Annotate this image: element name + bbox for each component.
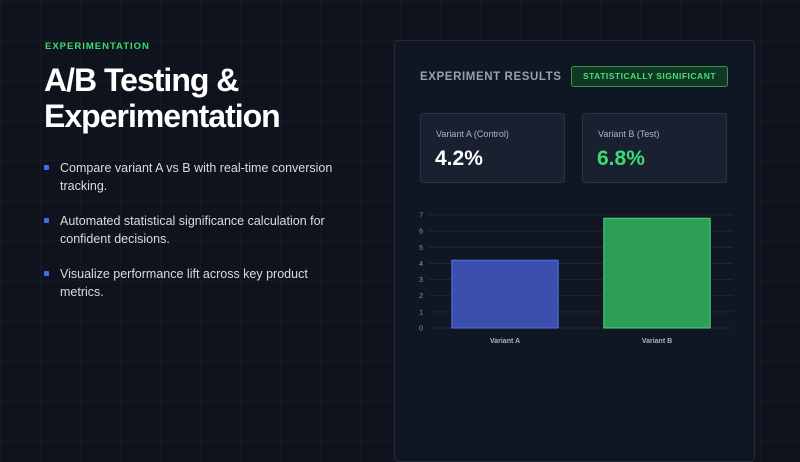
y-tick-label: 5 <box>419 245 423 252</box>
page-title: A/B Testing & Experimentation <box>44 62 364 134</box>
x-category-label: Variant B <box>642 338 672 345</box>
variant-b-label: Variant B (Test) <box>598 129 660 139</box>
eyebrow-label: EXPERIMENTATION <box>45 41 150 52</box>
feature-text: Compare variant A vs B with real-time co… <box>60 161 333 193</box>
y-tick-label: 6 <box>419 229 423 236</box>
title-line-1: A/B Testing & <box>44 62 239 98</box>
y-tick-label: 1 <box>419 309 423 316</box>
variant-a-label: Variant A (Control) <box>436 129 509 139</box>
variant-b-value: 6.8% <box>597 147 645 170</box>
experiment-results-panel: EXPERIMENT RESULTS STATISTICALLY SIGNIFI… <box>394 40 755 462</box>
feature-item: Visualize performance lift across key pr… <box>44 265 344 301</box>
bullet-square-icon <box>44 271 49 276</box>
bullet-square-icon <box>44 165 49 170</box>
y-tick-label: 4 <box>419 261 423 268</box>
x-category-label: Variant A <box>490 338 520 345</box>
feature-text: Visualize performance lift across key pr… <box>60 267 308 299</box>
variant-a-value: 4.2% <box>435 147 483 170</box>
bullet-square-icon <box>44 218 49 223</box>
panel-title: EXPERIMENT RESULTS <box>420 71 562 83</box>
bar-variant-b <box>603 217 711 329</box>
y-tick-label: 7 <box>419 213 423 220</box>
feature-list: Compare variant A vs B with real-time co… <box>44 159 344 318</box>
feature-item: Automated statistical significance calcu… <box>44 212 344 248</box>
y-tick-label: 2 <box>419 293 423 300</box>
y-tick-label: 3 <box>419 277 423 284</box>
y-tick-label: 0 <box>419 326 423 333</box>
bar-variant-a <box>451 259 559 329</box>
variant-b-card: Variant B (Test) 6.8% <box>582 113 727 183</box>
title-line-2: Experimentation <box>44 98 281 134</box>
significance-badge: STATISTICALLY SIGNIFICANT <box>571 66 728 87</box>
feature-text: Automated statistical significance calcu… <box>60 214 325 246</box>
conversion-bar-chart: 0 1 2 3 4 5 6 7 Variant A Variant B <box>419 213 733 345</box>
variant-a-card: Variant A (Control) 4.2% <box>420 113 565 183</box>
feature-item: Compare variant A vs B with real-time co… <box>44 159 344 195</box>
